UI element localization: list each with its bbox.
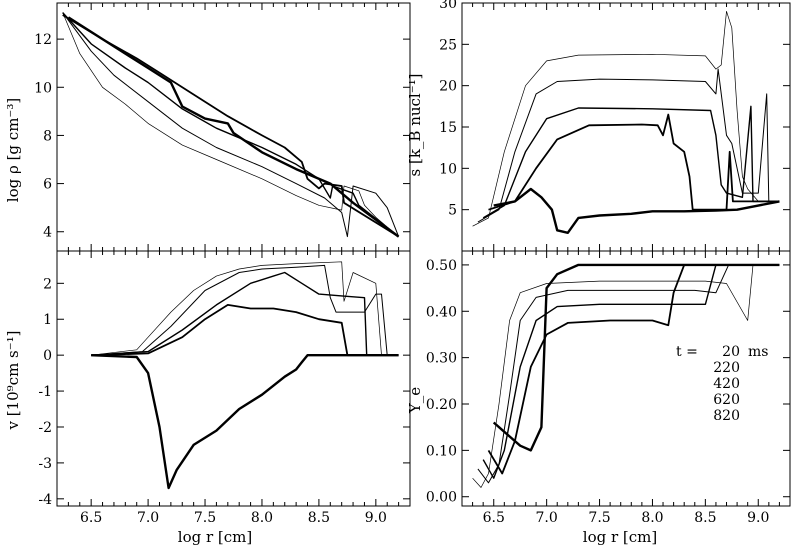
y-tick-label: 0.30 bbox=[426, 351, 457, 367]
electron-fraction-series-620ms bbox=[487, 264, 780, 475]
velocity-frame bbox=[56, 250, 411, 507]
y-tick-label: 2 bbox=[43, 276, 52, 292]
x-tick-label: 8.5 bbox=[694, 510, 716, 526]
y-tick-label: 0.20 bbox=[426, 397, 457, 413]
entropy-series-420ms bbox=[482, 105, 780, 219]
density-series-620ms bbox=[62, 14, 400, 238]
electron-fraction-series-820ms bbox=[492, 263, 780, 452]
x-tick-label: 9.0 bbox=[365, 510, 387, 526]
x-tick-label: 8.0 bbox=[251, 510, 273, 526]
entropy-series-220ms bbox=[477, 68, 780, 223]
entropy-series-620ms bbox=[488, 113, 780, 211]
y-tick-label: -4 bbox=[38, 492, 52, 508]
right-xlabel: log r [cm] bbox=[583, 528, 657, 546]
legend-time-20: 20 bbox=[722, 344, 740, 360]
y-tick-label: -1 bbox=[38, 384, 52, 400]
x-tick-label: 6.5 bbox=[483, 510, 505, 526]
entropy-series-820ms bbox=[493, 187, 780, 234]
electron-fraction-series-420ms bbox=[482, 264, 780, 479]
time-legend: t = 20 ms 220 420 620 820 bbox=[676, 344, 768, 424]
electron-fraction-series-20ms bbox=[472, 264, 780, 488]
entropy-panel: 5 10 15 20 25 30 bbox=[439, 0, 791, 252]
density-series-820ms bbox=[67, 16, 400, 238]
x-tick-label: 8.0 bbox=[641, 510, 663, 526]
y-tick-label: 0.40 bbox=[426, 304, 457, 320]
velocity-series-20ms bbox=[91, 261, 382, 356]
x-tick-label: 7.0 bbox=[137, 510, 159, 526]
legend-time-820: 820 bbox=[713, 408, 740, 424]
x-tick-label: 9.0 bbox=[747, 510, 769, 526]
density-series-220ms bbox=[62, 12, 400, 238]
density-panel: 4 6 8 10 12 bbox=[34, 2, 411, 252]
y-tick-label: 4 bbox=[43, 225, 52, 241]
entropy-ylabel: s [k_B nucl⁻¹] bbox=[406, 73, 424, 176]
y-tick-label: 5 bbox=[448, 203, 457, 219]
density-series-420ms bbox=[62, 12, 400, 238]
y-tick-label: 20 bbox=[439, 79, 457, 95]
velocity-ylabel: v [10⁹cm s⁻¹] bbox=[4, 330, 22, 430]
x-tick-label: 7.5 bbox=[588, 510, 610, 526]
y-tick-label: 15 bbox=[439, 120, 457, 136]
y-tick-label: 10 bbox=[439, 161, 457, 177]
velocity-panel: 6.5 7.0 7.5 8.0 8.5 9.0 -4 -3 -2 -1 0 1 2 bbox=[38, 250, 411, 526]
legend-time-220: 220 bbox=[713, 360, 740, 376]
x-tick-label: 8.5 bbox=[308, 510, 330, 526]
electron-fraction-ylabel: Y_e bbox=[406, 387, 424, 414]
y-tick-label: 12 bbox=[34, 32, 52, 48]
electron-fraction-frame bbox=[461, 250, 791, 507]
x-tick-label: 7.0 bbox=[536, 510, 558, 526]
velocity-series-620ms bbox=[91, 304, 399, 357]
legend-unit: ms bbox=[748, 344, 768, 360]
y-tick-label: 0.00 bbox=[426, 490, 457, 506]
density-ylabel: log ρ [g cm⁻³] bbox=[4, 98, 22, 202]
legend-prefix: t = bbox=[676, 344, 698, 360]
y-tick-label: 8 bbox=[43, 128, 52, 144]
y-tick-label: 25 bbox=[439, 37, 457, 53]
left-xlabel: log r [cm] bbox=[178, 528, 252, 546]
y-tick-label: -2 bbox=[38, 420, 52, 436]
y-tick-label: 0.50 bbox=[426, 258, 457, 274]
y-tick-label: 1 bbox=[43, 312, 52, 328]
y-tick-label: 6 bbox=[43, 177, 52, 193]
density-series-20ms bbox=[62, 12, 399, 237]
velocity-series-220ms bbox=[91, 264, 388, 356]
y-tick-label: 0 bbox=[43, 348, 52, 364]
y-tick-label: 0.10 bbox=[426, 443, 457, 459]
density-frame bbox=[56, 2, 411, 252]
x-tick-label: 7.5 bbox=[194, 510, 216, 526]
y-tick-label: -3 bbox=[38, 456, 52, 472]
electron-fraction-panel: 6.5 7.0 7.5 8.0 8.5 9.0 0.00 0.10 0.20 0.30 0.40 0.… bbox=[426, 250, 791, 526]
y-tick-label: 30 bbox=[439, 0, 457, 12]
velocity-series-420ms bbox=[91, 271, 368, 356]
y-tick-label: 10 bbox=[34, 80, 52, 96]
legend-time-620: 620 bbox=[713, 392, 740, 408]
legend-time-420: 420 bbox=[713, 376, 740, 392]
x-tick-label: 6.5 bbox=[80, 510, 102, 526]
velocity-series-820ms bbox=[91, 354, 399, 490]
